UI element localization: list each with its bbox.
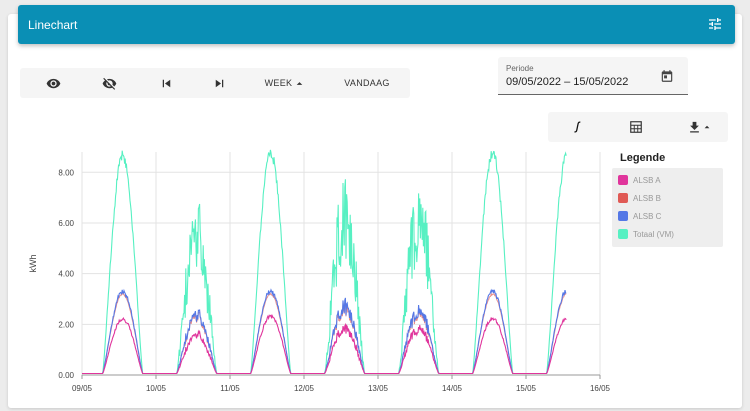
week-dropdown-button[interactable]: WEEK [258,68,310,98]
x-tick-label: 14/05 [442,384,463,393]
legend-item-totaal[interactable]: Totaal (VM) [618,228,674,240]
eye-off-icon [102,77,116,90]
today-button[interactable]: VANDAAG [332,68,402,98]
legend-swatch [618,211,628,221]
today-label: VANDAAG [344,78,390,88]
hide-all-button[interactable] [90,68,128,98]
next-period-button[interactable] [201,68,237,98]
integral-icon [574,121,581,133]
smooth-line-button[interactable] [560,112,596,142]
period-value: 09/05/2022 – 15/05/2022 [506,76,629,88]
legend-swatch [618,175,628,185]
previous-period-button[interactable] [148,68,184,98]
legend-item-alsb-a[interactable]: ALSB A [618,174,661,186]
x-tick-label: 15/05 [516,384,537,393]
chart-tools [548,112,728,142]
legend-item-label: ALSB C [633,211,662,221]
series-line-alsb-b [82,292,567,374]
legend-swatch [618,229,628,239]
x-tick-label: 10/05 [146,384,167,393]
download-icon [689,121,699,132]
show-all-button[interactable] [34,68,72,98]
legend-item-label: ALSB B [633,193,662,203]
calculator-button[interactable] [618,112,654,142]
y-tick-label: 4.00 [58,270,74,279]
skip-previous-icon [162,79,170,87]
tune-icon[interactable] [707,16,723,32]
legend-item-alsb-b[interactable]: ALSB B [618,192,661,204]
x-tick-label: 09/05 [72,384,93,393]
series-line-totaal [82,149,567,375]
eye-icon [46,78,60,88]
legend-item-label: Totaal (VM) [633,229,674,239]
legend-title: Legende [620,152,666,164]
legend-item-label: ALSB A [633,175,661,185]
y-tick-label: 2.00 [58,320,74,329]
period-label: Periode [506,64,534,73]
calendar-icon[interactable] [660,69,674,83]
y-tick-label: 6.00 [58,219,74,228]
legend-swatch [618,193,628,203]
y-axis-label: kWh [28,255,38,273]
legend-item-alsb-c[interactable]: ALSB C [618,210,661,222]
y-tick-label: 0.00 [58,371,74,380]
y-tick-label: 8.00 [58,168,74,177]
caret-up-icon [297,81,303,85]
card-header: Linechart [18,5,735,44]
skip-next-icon [215,79,223,87]
period-field[interactable]: Periode 09/05/2022 – 15/05/2022 [498,57,688,95]
x-tick-label: 13/05 [368,384,389,393]
calculator-icon [630,121,642,133]
x-tick-label: 16/05 [590,384,611,393]
caret-up-icon [704,125,709,129]
series-line-alsb-c [82,288,567,375]
download-button[interactable] [676,112,720,142]
x-tick-label: 12/05 [294,384,315,393]
chart-toolbar: WEEK VANDAAG [20,68,410,98]
x-tick-label: 11/05 [220,384,240,393]
legend: ALSB A ALSB B ALSB C Totaal (VM) [612,168,723,247]
page-title: Linechart [28,18,78,32]
week-label: WEEK [264,78,293,88]
series-line-alsb-a [82,314,567,375]
